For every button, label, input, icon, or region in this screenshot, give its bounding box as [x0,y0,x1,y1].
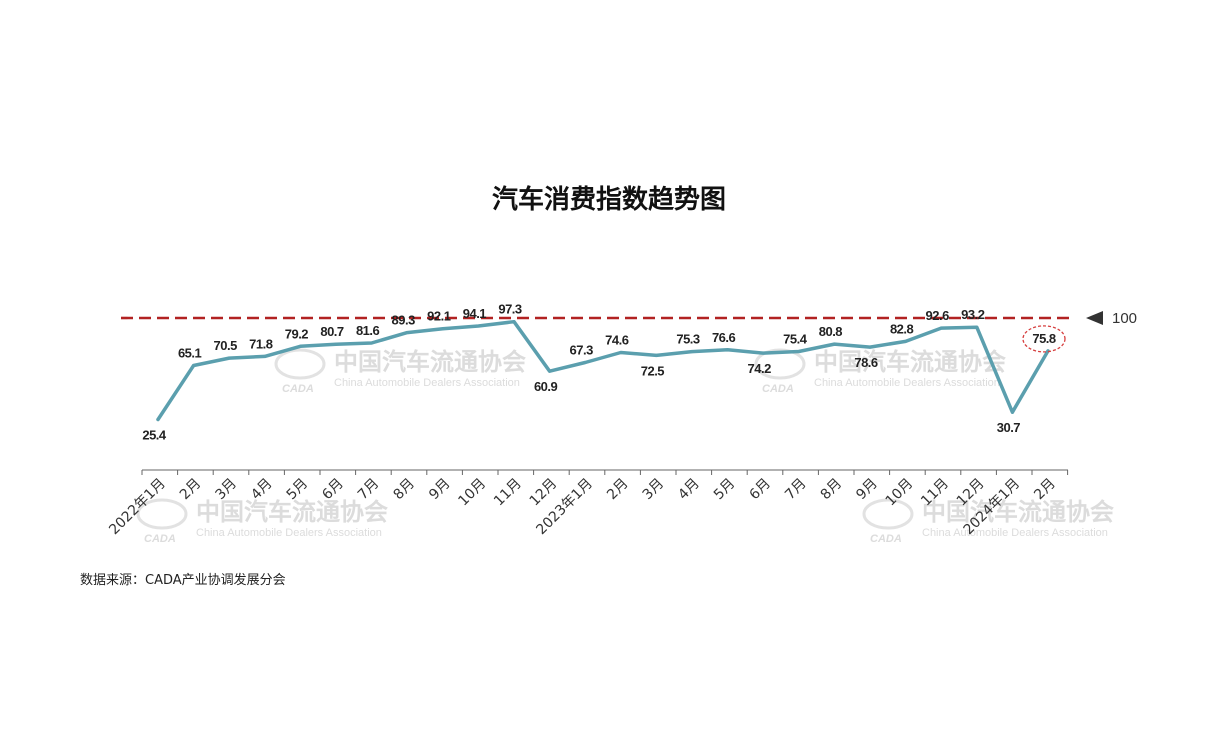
data-point [405,331,409,335]
data-label: 60.9 [534,379,558,394]
data-point [761,351,765,355]
data-label: 74.2 [748,361,772,376]
data-label: 94.1 [463,306,487,321]
watermark-cn: 中国汽车流通协会 [196,497,388,526]
x-tick-label: 3月 [640,476,668,504]
data-point [654,353,658,357]
x-axis [141,469,1069,475]
data-label: 71.8 [249,336,273,351]
data-point [192,363,196,367]
watermark-cn: 中国汽车流通协会 [334,347,526,376]
watermark-logo-icon [862,498,914,530]
data-label: 82.8 [890,321,914,336]
watermark-logo-icon [274,348,326,380]
watermark-logo-text: CADA [282,383,314,395]
data-point [548,369,552,373]
x-tick-label: 5月 [711,476,739,504]
data-point [156,417,160,421]
watermark-logo-text: CADA [870,533,902,545]
data-point [904,339,908,343]
watermark-cn: 中国汽车流通协会 [814,347,1006,376]
x-tick-label: 2月 [604,476,632,504]
data-label: 67.3 [570,342,594,357]
watermark-en: China Automobile Dealers Association [814,377,1000,389]
data-label: 89.3 [392,313,416,328]
data-point [583,360,587,364]
series-line-group [156,319,1050,422]
x-tick-label: 8月 [818,476,846,504]
data-point [797,349,801,353]
data-point [832,342,836,346]
data-label: 79.2 [285,326,309,341]
data-point [476,324,480,328]
x-tick-label: 4月 [675,476,703,504]
data-label: 70.5 [214,338,238,353]
data-labels: 25.4 65.1 70.5 71.8 79.2 80.7 81.6 89.3 92.1 94.1… [142,302,1066,442]
x-tick-label: 9月 [426,476,454,504]
x-tick-label: 10月 [455,476,489,510]
watermark-logo-icon [754,348,806,380]
reference-label: 100 [1112,310,1137,327]
data-label: 97.3 [498,302,522,317]
data-label: 75.3 [676,332,700,347]
chart-title: 汽车消费指数趋势图 [492,184,726,215]
highlight-circle [1022,325,1066,353]
data-point [512,320,516,324]
watermark-en: China Automobile Dealers Association [334,377,520,389]
watermark-logo-text: CADA [144,533,176,545]
x-tick-label: 7月 [782,476,810,504]
data-point [227,356,231,360]
data-label: 74.6 [605,333,629,348]
data-point [298,344,302,348]
x-tick-label: 9月 [853,476,881,504]
data-label: 65.1 [178,345,202,360]
data-point [619,351,623,355]
data-label: 92.1 [427,309,451,324]
data-point [868,345,872,349]
x-tick-label: 6月 [747,476,775,504]
series-line [156,319,1050,422]
data-label: 93.2 [961,307,985,322]
data-label: 80.7 [320,324,344,339]
x-tick-label: 11月 [491,476,525,510]
data-label: 72.5 [641,363,665,378]
data-point [334,342,338,346]
data-point [690,350,694,354]
data-point [370,341,374,345]
data-label: 81.6 [356,323,380,338]
data-point [726,348,730,352]
x-tick-label: 8月 [391,476,419,504]
data-point [263,354,267,358]
data-label: 78.6 [854,355,878,370]
data-label: 30.7 [997,420,1021,435]
watermark-cn: 中国汽车流通协会 [922,497,1114,526]
data-point [441,327,445,331]
data-point [1010,410,1014,414]
data-point [975,325,979,329]
data-label: 92.6 [926,308,950,323]
data-label: 75.4 [783,331,808,346]
watermark-en: China Automobile Dealers Association [922,527,1108,539]
x-tick-label: 10月 [883,476,917,510]
data-label: 80.8 [819,324,843,339]
source-note: 数据来源：CADA产业协调发展分会 [80,572,286,588]
reference-arrow-icon [1086,311,1103,325]
data-label: 75.8 [1032,331,1056,346]
watermark-logo-text: CADA [762,383,794,395]
data-label: 25.4 [142,427,167,442]
data-point [939,326,943,330]
watermark-en: China Automobile Dealers Association [196,527,382,539]
watermark-logo-icon [136,498,188,530]
data-label: 76.6 [712,330,736,345]
reference-line-group: 100 [121,310,1137,327]
